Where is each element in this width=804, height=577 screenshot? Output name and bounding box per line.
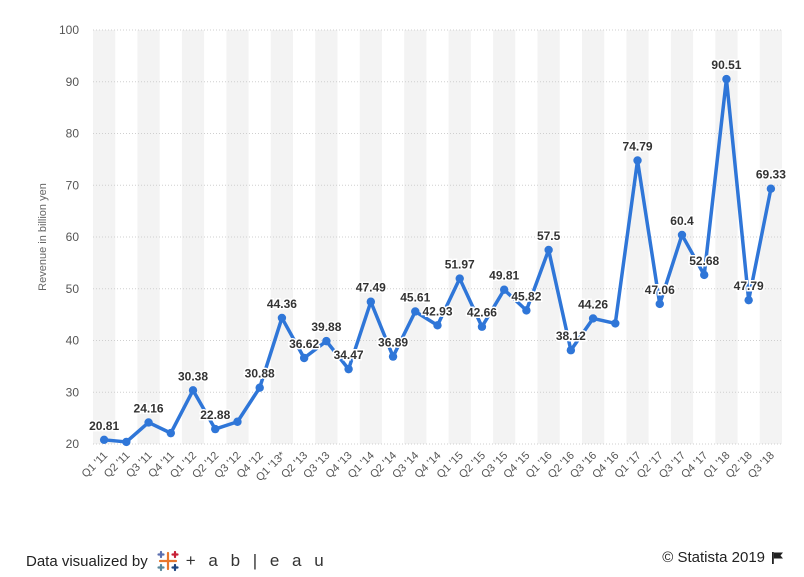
y-tick-label: 60 (66, 230, 80, 244)
data-label: 44.26 (578, 297, 608, 311)
data-label: 20.81 (89, 419, 119, 433)
data-label: 38.12 (556, 329, 586, 343)
data-point (322, 336, 331, 346)
data-point (344, 364, 353, 374)
data-label: 45.82 (511, 289, 541, 303)
data-label: 52.68 (689, 254, 719, 268)
data-point (499, 285, 509, 294)
footer-credit: Data visualized by + a b | e a u (26, 549, 328, 573)
flag-icon[interactable] (771, 551, 784, 564)
data-label: 90.51 (711, 58, 741, 72)
data-label: 34.47 (334, 348, 364, 362)
data-label: 47.79 (734, 279, 764, 293)
data-label: 47.06 (645, 283, 675, 297)
data-point (744, 295, 753, 305)
data-point (766, 184, 776, 193)
data-point (477, 322, 487, 331)
data-labels: 20.81 24.16 30.38 22.88 30.88 44.36 36.62 39.88… (88, 57, 788, 435)
data-point (144, 418, 153, 427)
column-band (626, 30, 649, 444)
data-point (166, 428, 175, 438)
data-point (122, 437, 131, 447)
y-tick-label: 100 (59, 23, 79, 37)
data-label: 44.36 (267, 297, 297, 311)
data-point (522, 306, 531, 315)
data-label: 45.61 (400, 290, 430, 304)
data-point (633, 156, 642, 165)
column-band (137, 30, 160, 444)
data-point (99, 435, 109, 445)
copyright-text: © Statista 2019 (662, 549, 765, 566)
line-chart: 20 30 40 50 60 70 80 90 100 Revenue in billion y… (37, 23, 788, 484)
y-tick-label: 20 (66, 437, 80, 451)
data-point (677, 230, 687, 240)
y-axis-label: Revenue in billion yen (37, 183, 49, 291)
data-point (544, 245, 553, 255)
data-label: 39.88 (311, 320, 341, 334)
data-point (233, 417, 242, 426)
tableau-wordmark: + a b | e a u (185, 551, 328, 570)
data-point (388, 352, 398, 361)
data-points (99, 74, 776, 447)
gridlines (93, 29, 782, 445)
data-point (433, 321, 442, 330)
y-tick-label: 40 (66, 334, 80, 348)
data-point (188, 386, 198, 395)
data-point (411, 307, 420, 316)
data-point (611, 319, 620, 328)
y-tick-label: 30 (66, 385, 80, 399)
data-label: 69.33 (756, 168, 786, 182)
data-label: 30.88 (245, 367, 275, 381)
column-band (315, 30, 338, 444)
data-label: 42.93 (422, 304, 452, 318)
y-axis-ticks: 20 30 40 50 60 70 80 90 100 (59, 23, 79, 451)
footer-credit-text: Data visualized by (26, 552, 148, 570)
y-tick-label: 70 (66, 178, 80, 192)
column-band (359, 30, 382, 444)
column-band (581, 30, 605, 444)
data-point (722, 74, 731, 84)
data-label: 49.81 (489, 269, 519, 283)
column-band (93, 30, 116, 444)
data-label: 30.38 (178, 369, 208, 383)
data-label: 47.49 (356, 281, 386, 295)
data-label: 36.89 (378, 336, 408, 350)
data-label: 74.79 (623, 139, 653, 153)
footer-copyright: © Statista 2019 (662, 549, 784, 566)
column-band (759, 30, 782, 444)
data-label: 22.88 (200, 408, 230, 422)
column-band (270, 30, 294, 444)
data-point (455, 274, 464, 283)
tableau-logo[interactable]: + a b | e a u (156, 549, 328, 573)
y-tick-label: 50 (66, 282, 80, 296)
data-point (211, 424, 220, 434)
y-tick-label: 90 (66, 75, 80, 89)
data-label: 36.62 (289, 337, 319, 351)
data-point (588, 314, 598, 323)
data-label: 57.5 (537, 229, 561, 243)
data-point (700, 270, 709, 280)
data-point (655, 299, 664, 309)
data-point (255, 383, 264, 392)
data-point (566, 346, 576, 355)
data-point (366, 297, 376, 306)
data-label: 24.16 (134, 401, 164, 415)
y-tick-label: 80 (66, 127, 80, 141)
data-label: 42.66 (467, 306, 497, 320)
tableau-cross-icon (157, 550, 179, 572)
data-point (299, 353, 309, 363)
data-label: 51.97 (445, 258, 475, 272)
data-label: 60.4 (670, 214, 694, 228)
data-point (277, 313, 287, 323)
